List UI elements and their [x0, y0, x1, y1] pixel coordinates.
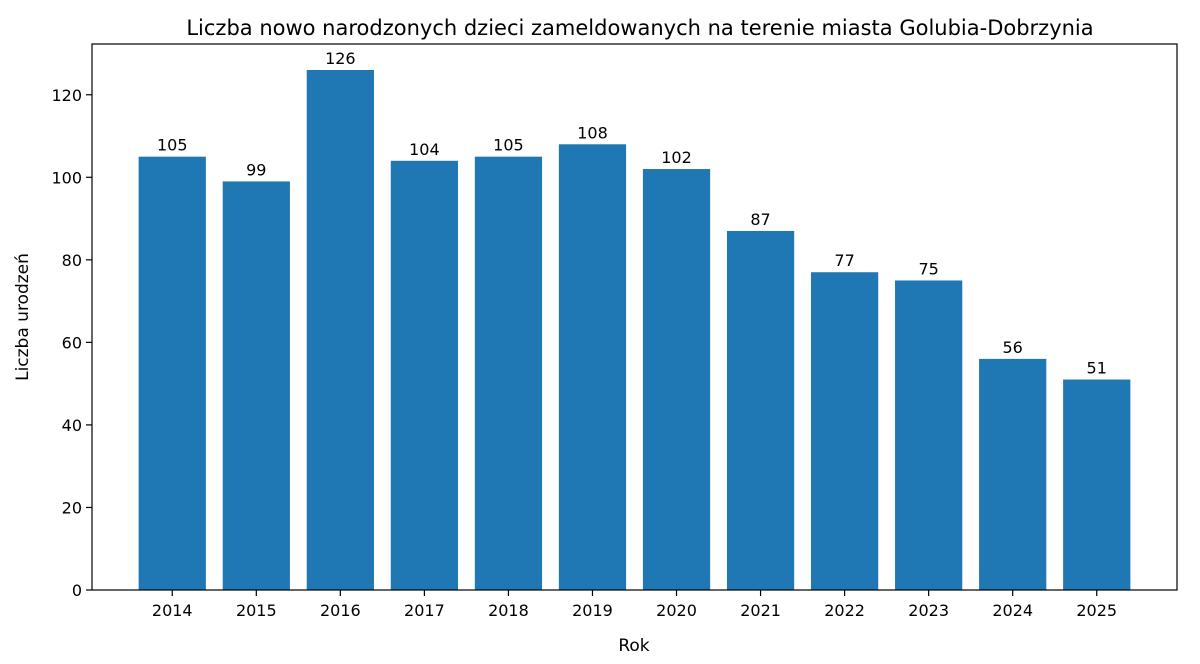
y-tick-label: 80: [62, 251, 82, 270]
data-label: 102: [661, 148, 692, 167]
y-tick-label: 60: [62, 333, 82, 352]
chart-title: Liczba nowo narodzonych dzieci zameldowa…: [186, 16, 1093, 40]
x-tick-label: 2015: [236, 601, 277, 620]
plot-frame: [91, 43, 1178, 591]
bar-2021: [726, 230, 795, 590]
x-axis-label: Rok: [618, 636, 649, 656]
data-label: 87: [750, 210, 770, 229]
bar-2023: [895, 280, 963, 590]
data-label: 99: [246, 160, 266, 179]
y-tick-label: 40: [62, 416, 82, 435]
x-tick-label: 2023: [908, 601, 949, 620]
x-tick-label: 2018: [488, 601, 529, 620]
bar-2015: [222, 181, 290, 590]
data-label: 51: [1087, 359, 1107, 378]
y-tick-label: 20: [62, 498, 82, 517]
x-tick-label: 2024: [992, 601, 1033, 620]
bar-2014: [138, 156, 206, 590]
x-tick-label: 2022: [824, 601, 865, 620]
bars: [138, 70, 1131, 591]
data-labels: 105 99 126 104 105 108 102 87 77 75 56 51: [157, 49, 1107, 378]
y-axis-label: Liczba urodzeń: [13, 253, 33, 381]
y-axis: 0 20 40 60 80 100 120: [51, 86, 92, 600]
data-label: 75: [918, 259, 938, 278]
bar-2024: [979, 358, 1047, 590]
bar-2025: [1063, 379, 1131, 590]
x-tick-label: 2016: [320, 601, 361, 620]
bar-2022: [810, 272, 879, 590]
bar-2018: [474, 156, 543, 590]
data-label: 56: [1003, 338, 1023, 357]
x-tick-label: 2025: [1076, 601, 1117, 620]
x-tick-label: 2021: [740, 601, 781, 620]
data-label: 108: [577, 123, 608, 142]
x-axis: 2014 2015 2016 2017 2018 2019 2020 2021 2022 2023…: [152, 590, 1117, 620]
y-tick-label: 0: [72, 581, 82, 600]
bar-2019: [558, 144, 627, 591]
x-tick-label: 2020: [656, 601, 697, 620]
y-tick-label: 120: [51, 86, 82, 105]
y-tick-label: 100: [51, 168, 82, 187]
bar-2017: [390, 160, 459, 591]
data-label: 105: [493, 136, 524, 155]
data-label: 77: [834, 251, 854, 270]
data-label: 104: [409, 140, 440, 159]
x-tick-label: 2017: [404, 601, 445, 620]
data-label: 105: [157, 136, 188, 155]
x-tick-label: 2019: [572, 601, 613, 620]
data-label: 126: [325, 49, 356, 68]
bar-2020: [642, 169, 711, 591]
x-tick-label: 2014: [152, 601, 193, 620]
bar-2016: [306, 70, 374, 590]
